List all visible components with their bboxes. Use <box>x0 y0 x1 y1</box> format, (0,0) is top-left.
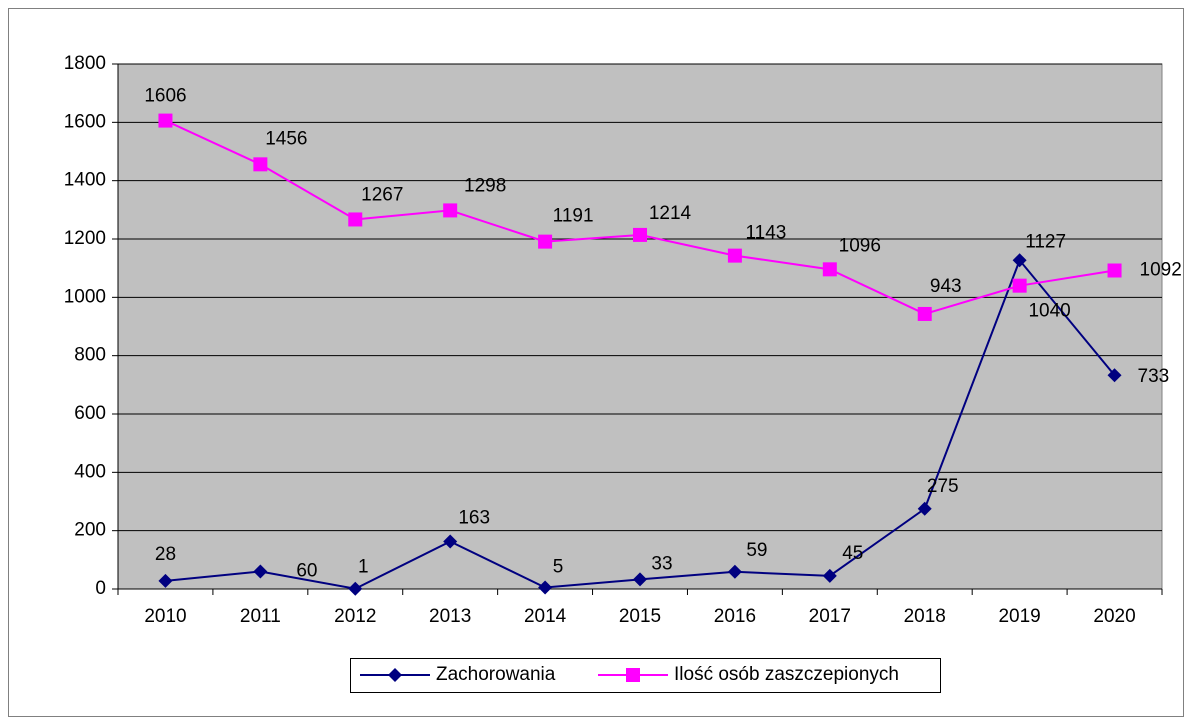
data-point <box>633 227 647 242</box>
x-tick-label: 2020 <box>1093 606 1135 627</box>
legend-marker <box>388 668 402 682</box>
data-point <box>917 306 932 321</box>
y-tick-label: 1000 <box>64 286 106 307</box>
data-point <box>1012 278 1027 293</box>
plot-area <box>117 63 1163 590</box>
x-tick-label: 2018 <box>904 606 946 627</box>
data-label: 275 <box>927 476 959 497</box>
data-point <box>727 248 742 263</box>
data-label: 943 <box>930 276 962 297</box>
data-point <box>917 501 932 516</box>
data-label: 163 <box>458 507 490 528</box>
data-point <box>822 568 837 583</box>
data-point <box>633 572 647 587</box>
data-label: 1092 <box>1140 260 1182 281</box>
data-label: 1606 <box>144 86 186 107</box>
legend-label: Zachorowania <box>436 664 556 685</box>
x-tick-label: 2017 <box>809 606 851 627</box>
y-tick-label: 1600 <box>64 111 106 132</box>
data-label: 28 <box>155 544 176 565</box>
y-tick-label: 400 <box>74 461 106 482</box>
x-tick-label: 2011 <box>240 606 281 627</box>
data-label: 1298 <box>464 175 506 196</box>
data-label: 1 <box>358 557 369 578</box>
data-point <box>538 580 553 595</box>
y-tick-label: 1400 <box>64 170 106 191</box>
data-label: 733 <box>1138 366 1170 387</box>
data-label: 1143 <box>745 223 786 244</box>
data-point <box>727 564 742 579</box>
legend-label: Ilość osób zaszczepionych <box>674 664 899 685</box>
data-label: 1096 <box>839 235 881 256</box>
y-tick-label: 200 <box>74 520 106 541</box>
data-point <box>1107 263 1122 278</box>
data-point <box>1107 368 1122 383</box>
data-point <box>1012 253 1027 268</box>
data-point <box>158 573 173 588</box>
x-tick-label: 2019 <box>998 606 1040 627</box>
data-point <box>348 212 363 227</box>
x-tick-label: 2010 <box>144 606 186 627</box>
data-label: 59 <box>746 540 767 561</box>
data-label: 33 <box>651 553 672 574</box>
y-tick-label: 0 <box>95 578 106 599</box>
data-point <box>253 564 268 579</box>
data-label: 1267 <box>361 184 403 205</box>
x-tick-label: 2015 <box>619 606 661 627</box>
data-label: 1040 <box>1028 301 1070 322</box>
y-tick-label: 600 <box>74 403 106 424</box>
y-tick-label: 800 <box>74 345 106 366</box>
data-label: 60 <box>296 561 317 582</box>
data-label: 1191 <box>553 206 594 227</box>
data-point <box>538 234 553 249</box>
x-tick-label: 2012 <box>334 606 376 627</box>
data-point <box>348 581 363 596</box>
legend-marker <box>626 668 640 682</box>
x-tick-label: 2013 <box>429 606 471 627</box>
data-point <box>822 262 837 277</box>
data-point <box>158 113 173 128</box>
data-point <box>443 203 458 218</box>
data-label: 1214 <box>649 203 692 224</box>
data-label: 1127 <box>1025 231 1066 252</box>
y-tick-label: 1800 <box>64 53 106 74</box>
x-tick-label: 2014 <box>524 606 567 627</box>
data-label: 1456 <box>265 128 307 149</box>
x-tick-label: 2016 <box>714 606 756 627</box>
data-label: 5 <box>553 557 564 578</box>
y-tick-label: 1200 <box>64 228 106 249</box>
data-label: 45 <box>842 543 863 564</box>
data-point <box>443 534 458 549</box>
data-point <box>253 157 268 172</box>
